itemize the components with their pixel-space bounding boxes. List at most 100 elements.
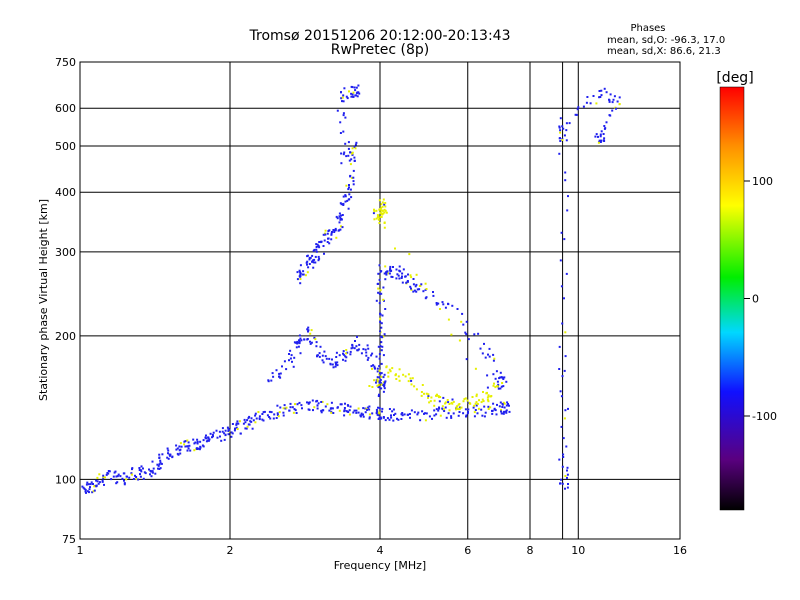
- data-point: [577, 106, 580, 109]
- data-point: [125, 475, 128, 478]
- data-point: [414, 285, 417, 288]
- chart-title: Tromsø 20151206 20:12:00-20:13:43: [249, 28, 511, 44]
- data-point: [359, 415, 362, 418]
- data-point: [452, 400, 455, 403]
- data-point: [505, 409, 508, 412]
- data-point: [314, 338, 317, 341]
- data-point: [115, 475, 118, 478]
- data-point: [441, 405, 444, 408]
- data-point: [262, 411, 265, 414]
- data-point: [611, 109, 614, 112]
- data-point: [368, 408, 371, 411]
- data-point: [128, 476, 131, 479]
- data-point: [402, 373, 405, 376]
- data-point: [456, 408, 459, 410]
- data-point: [307, 402, 310, 405]
- data-point: [298, 339, 300, 342]
- data-point: [351, 152, 353, 155]
- data-point: [320, 401, 323, 403]
- data-point: [258, 418, 261, 421]
- data-point: [356, 349, 359, 352]
- data-point: [347, 207, 350, 210]
- data-point: [421, 384, 424, 386]
- data-point: [356, 335, 358, 338]
- data-point: [319, 345, 322, 348]
- data-point: [494, 386, 497, 389]
- data-point: [245, 427, 248, 430]
- data-point: [158, 453, 161, 456]
- data-point: [439, 308, 441, 310]
- data-point: [176, 447, 179, 450]
- data-point: [135, 478, 138, 481]
- data-point: [493, 382, 495, 385]
- data-point: [300, 339, 303, 342]
- data-point: [275, 369, 278, 372]
- data-point: [616, 100, 619, 103]
- data-point: [331, 231, 333, 233]
- data-point: [503, 406, 506, 409]
- data-point: [408, 413, 411, 415]
- data-point: [227, 433, 230, 436]
- data-point: [254, 414, 257, 417]
- data-point: [380, 292, 383, 295]
- data-point: [615, 107, 617, 110]
- x-tick-label: 6: [464, 544, 471, 557]
- data-point: [339, 132, 342, 134]
- data-point: [594, 135, 597, 138]
- data-point: [400, 277, 403, 279]
- data-point: [324, 229, 327, 232]
- data-point: [382, 381, 385, 384]
- data-point: [416, 413, 419, 416]
- data-point: [383, 387, 386, 390]
- data-point: [102, 474, 105, 477]
- data-point: [348, 409, 351, 412]
- data-point: [299, 272, 302, 275]
- data-point: [298, 334, 301, 337]
- data-point: [379, 289, 382, 292]
- data-point: [564, 171, 567, 174]
- data-point: [364, 348, 367, 351]
- data-point: [380, 349, 383, 352]
- data-point: [452, 412, 455, 415]
- data-point: [139, 473, 141, 476]
- data-point: [236, 420, 239, 423]
- data-point: [478, 399, 480, 402]
- data-point: [392, 419, 395, 422]
- data-point: [394, 247, 396, 250]
- data-point: [456, 405, 459, 408]
- data-point: [371, 386, 374, 388]
- data-point: [291, 406, 294, 409]
- data-point: [308, 263, 311, 265]
- data-point: [97, 482, 100, 485]
- x-tick-label: 1: [77, 544, 84, 557]
- data-point: [595, 133, 598, 136]
- data-point: [318, 246, 321, 249]
- data-point: [486, 391, 488, 394]
- data-point: [407, 273, 409, 276]
- data-point: [398, 277, 401, 280]
- data-point: [340, 91, 342, 94]
- data-point: [295, 412, 298, 414]
- data-point: [228, 428, 231, 431]
- data-point: [342, 94, 345, 97]
- data-point: [377, 395, 380, 397]
- data-point: [576, 108, 579, 111]
- data-point: [410, 379, 413, 382]
- data-point: [383, 211, 386, 214]
- data-point: [317, 245, 320, 248]
- data-point: [566, 469, 568, 472]
- data-point: [409, 274, 412, 277]
- data-point: [330, 401, 333, 404]
- data-point: [315, 246, 318, 248]
- data-point: [223, 438, 226, 441]
- data-point: [105, 473, 108, 476]
- data-point: [342, 202, 345, 205]
- data-point: [382, 354, 385, 357]
- data-point: [282, 414, 285, 417]
- data-point: [143, 471, 146, 474]
- data-point: [384, 265, 387, 268]
- data-point: [251, 427, 254, 430]
- data-point: [565, 445, 568, 448]
- data-point: [565, 122, 568, 125]
- data-point: [340, 403, 343, 406]
